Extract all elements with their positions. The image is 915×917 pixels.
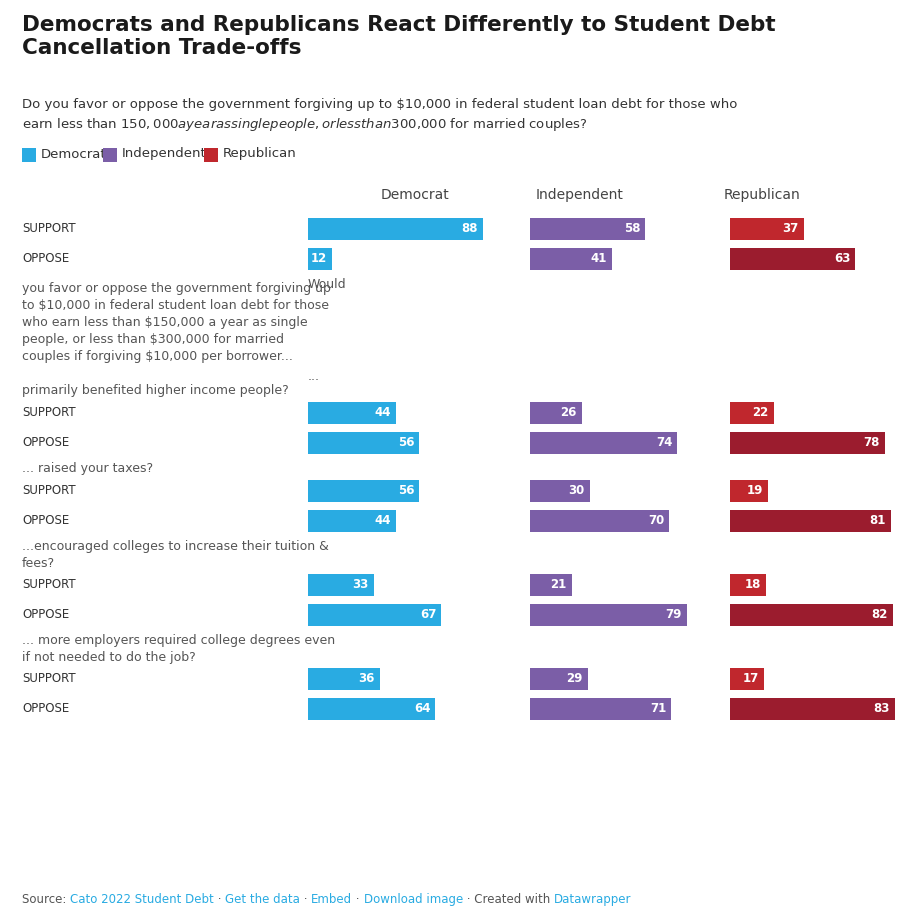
Bar: [730, 604, 893, 626]
Text: 78: 78: [864, 436, 880, 449]
Text: you favor or oppose the government forgiving up
to $10,000 in federal student lo: you favor or oppose the government forgi…: [22, 282, 331, 363]
Text: 88: 88: [461, 223, 478, 236]
Text: 17: 17: [743, 672, 759, 686]
Text: 41: 41: [590, 252, 607, 266]
Text: 12: 12: [310, 252, 327, 266]
Text: 44: 44: [374, 514, 391, 527]
Text: Democrats and Republicans React Differently to Student Debt
Cancellation Trade-o: Democrats and Republicans React Differen…: [22, 15, 776, 58]
Text: · Created with: · Created with: [463, 893, 554, 906]
Text: 19: 19: [747, 484, 763, 498]
Text: 37: 37: [782, 223, 799, 236]
Text: 22: 22: [752, 406, 769, 419]
Text: 56: 56: [398, 484, 414, 498]
Text: ·: ·: [214, 893, 225, 906]
Bar: [730, 218, 803, 240]
Bar: [730, 668, 764, 690]
Text: 58: 58: [624, 223, 640, 236]
Text: 56: 56: [398, 436, 414, 449]
Text: 74: 74: [656, 436, 673, 449]
Text: OPPOSE: OPPOSE: [22, 514, 70, 527]
Text: Would: Would: [308, 278, 347, 291]
Bar: [530, 698, 672, 720]
Text: 26: 26: [560, 406, 576, 419]
Text: 71: 71: [650, 702, 666, 715]
Text: 82: 82: [872, 609, 888, 622]
Bar: [730, 510, 891, 532]
Bar: [530, 574, 572, 596]
Text: ·: ·: [352, 893, 363, 906]
Bar: [308, 604, 441, 626]
Text: 70: 70: [648, 514, 664, 527]
Bar: [730, 698, 895, 720]
Text: Get the data: Get the data: [225, 893, 300, 906]
Bar: [730, 402, 774, 424]
Text: Download image: Download image: [363, 893, 463, 906]
Text: 67: 67: [420, 609, 436, 622]
Text: 29: 29: [566, 672, 583, 686]
Text: Republican: Republican: [724, 188, 801, 202]
Text: OPPOSE: OPPOSE: [22, 702, 70, 715]
Text: SUPPORT: SUPPORT: [22, 672, 76, 686]
Text: Independent: Independent: [122, 148, 207, 160]
Bar: [308, 510, 395, 532]
Text: 21: 21: [551, 579, 566, 591]
Text: OPPOSE: OPPOSE: [22, 436, 70, 449]
Text: 79: 79: [666, 609, 682, 622]
Bar: [308, 698, 436, 720]
Text: Democrat: Democrat: [41, 148, 107, 160]
Text: Republican: Republican: [222, 148, 296, 160]
Bar: [530, 402, 582, 424]
Bar: [308, 480, 419, 502]
Bar: [530, 218, 645, 240]
Text: Do you favor or oppose the government forgiving up to $10,000 in federal student: Do you favor or oppose the government fo…: [22, 98, 737, 133]
Bar: [308, 402, 395, 424]
Bar: [530, 510, 669, 532]
Bar: [103, 148, 117, 162]
Text: SUPPORT: SUPPORT: [22, 223, 76, 236]
Text: 36: 36: [358, 672, 374, 686]
Text: 33: 33: [352, 579, 369, 591]
Text: SUPPORT: SUPPORT: [22, 484, 76, 498]
Text: OPPOSE: OPPOSE: [22, 252, 70, 266]
Bar: [730, 480, 768, 502]
Bar: [730, 574, 766, 596]
Text: 64: 64: [414, 702, 430, 715]
Text: Datawrapper: Datawrapper: [554, 893, 631, 906]
Bar: [530, 604, 687, 626]
Text: OPPOSE: OPPOSE: [22, 609, 70, 622]
Text: ...encouraged colleges to increase their tuition &
fees?: ...encouraged colleges to increase their…: [22, 540, 328, 570]
Bar: [530, 480, 589, 502]
Text: Source:: Source:: [22, 893, 70, 906]
Text: ·: ·: [300, 893, 311, 906]
Text: 83: 83: [874, 702, 890, 715]
Text: 30: 30: [568, 484, 585, 498]
Bar: [308, 668, 380, 690]
Text: 44: 44: [374, 406, 391, 419]
Text: 81: 81: [869, 514, 886, 527]
Bar: [308, 574, 373, 596]
Bar: [530, 432, 677, 454]
Text: Embed: Embed: [311, 893, 352, 906]
Text: Cato 2022 Student Debt: Cato 2022 Student Debt: [70, 893, 214, 906]
Bar: [308, 432, 419, 454]
Bar: [308, 218, 483, 240]
Text: primarily benefited higher income people?: primarily benefited higher income people…: [22, 384, 289, 397]
Bar: [730, 432, 885, 454]
Text: SUPPORT: SUPPORT: [22, 406, 76, 419]
Text: Democrat: Democrat: [381, 188, 449, 202]
Bar: [308, 248, 332, 270]
Text: ... raised your taxes?: ... raised your taxes?: [22, 462, 153, 475]
Text: 18: 18: [745, 579, 760, 591]
Text: ... more employers required college degrees even
if not needed to do the job?: ... more employers required college degr…: [22, 634, 335, 664]
Bar: [22, 148, 36, 162]
Bar: [530, 668, 587, 690]
Bar: [203, 148, 218, 162]
Bar: [730, 248, 856, 270]
Text: ...: ...: [308, 370, 320, 383]
Text: 63: 63: [834, 252, 850, 266]
Text: SUPPORT: SUPPORT: [22, 579, 76, 591]
Text: Independent: Independent: [536, 188, 624, 202]
Bar: [530, 248, 611, 270]
